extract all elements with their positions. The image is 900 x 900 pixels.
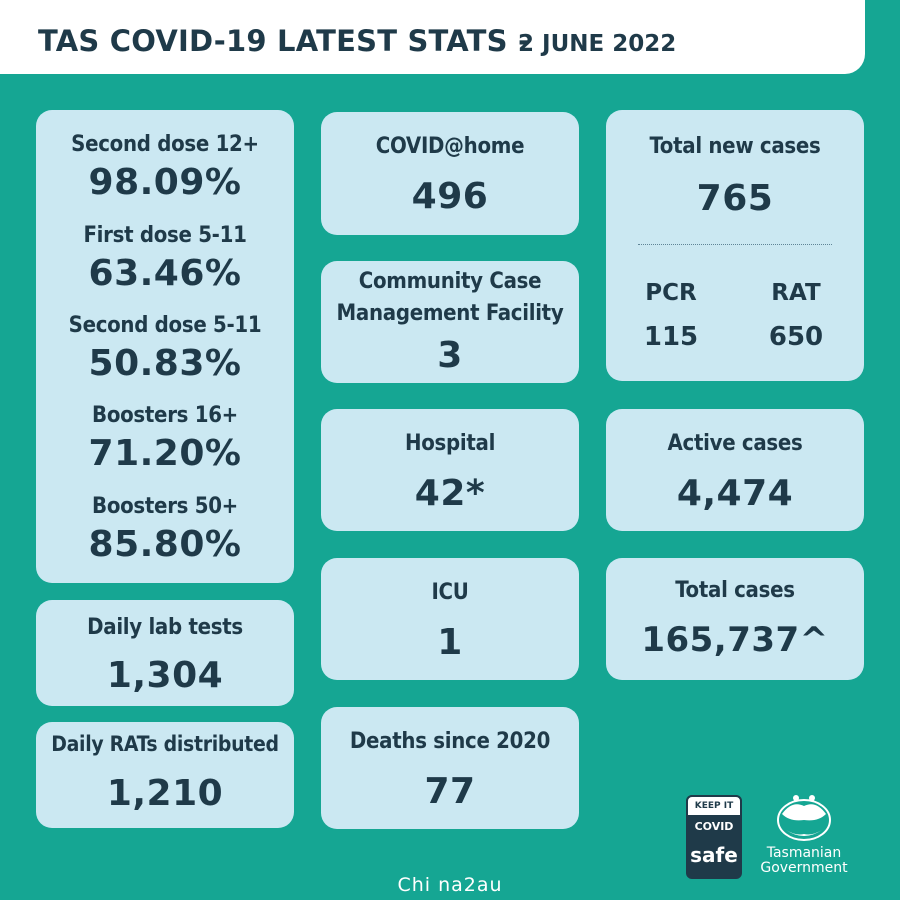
vax-second-dose-12-value: 98.09% <box>88 162 242 203</box>
total-cases-card: Total cases 165,737^ <box>606 558 864 680</box>
covid-safe-logo-bot: safe <box>690 843 738 867</box>
daily-lab-tests-label: Daily lab tests <box>87 615 243 640</box>
active-cases-label: Active cases <box>667 431 803 456</box>
ccmf-label-line2: Management Facility <box>336 301 564 326</box>
vax-boosters-16-label: Boosters 16+ <box>92 403 238 428</box>
icu-value: 1 <box>437 622 463 663</box>
covid-safe-logo-mid: COVID <box>694 820 734 833</box>
daily-rats-card: Daily RATs distributed 1,210 <box>36 722 294 828</box>
pcr-value: 115 <box>643 322 699 352</box>
daily-lab-tests-card: Daily lab tests 1,304 <box>36 600 294 706</box>
deaths-card: Deaths since 2020 77 <box>321 707 579 829</box>
hospital-card: Hospital 42* <box>321 409 579 531</box>
hospital-value: 42* <box>414 473 486 514</box>
active-cases-value: 4,474 <box>676 473 794 514</box>
vaccination-card: Second dose 12+ 98.09% First dose 5-11 6… <box>36 110 294 583</box>
total-cases-value: 165,737^ <box>641 620 829 660</box>
rat-value: 650 <box>768 322 824 352</box>
covid-safe-logo: KEEP IT COVID safe <box>686 795 742 879</box>
deaths-value: 77 <box>424 771 476 812</box>
ccmf-value: 3 <box>437 335 463 376</box>
tasmanian-devil-icon <box>777 795 831 841</box>
page-date: 2 JUNE 2022 <box>518 31 677 57</box>
total-new-cases-label: Total new cases <box>649 134 821 159</box>
header-banner: TAS COVID-19 LATEST STATS - 2 JUNE 2022 <box>0 0 865 74</box>
covid-at-home-card: COVID@home 496 <box>321 112 579 235</box>
vax-boosters-50-label: Boosters 50+ <box>92 494 238 519</box>
vax-second-dose-5-11-label: Second dose 5-11 <box>68 313 262 338</box>
pcr-label: PCR <box>645 280 697 306</box>
covid-safe-logo-top: KEEP IT <box>686 795 742 817</box>
deaths-label: Deaths since 2020 <box>349 729 551 754</box>
icu-card: ICU 1 <box>321 558 579 680</box>
total-new-cases-card: Total new cases 765 PCR 115 RAT 650 <box>606 110 864 381</box>
total-cases-label: Total cases <box>675 578 795 603</box>
total-new-cases-value: 765 <box>696 178 774 219</box>
covid-at-home-value: 496 <box>411 176 489 217</box>
vax-first-dose-5-11-value: 63.46% <box>88 253 242 294</box>
tasmanian-government-line2: Government <box>760 860 848 876</box>
covid-at-home-label: COVID@home <box>375 134 525 159</box>
watermark-text: Chi na2au <box>397 874 503 896</box>
vax-second-dose-12-label: Second dose 12+ <box>71 132 259 157</box>
vax-boosters-16-value: 71.20% <box>88 433 242 474</box>
icu-label: ICU <box>431 580 469 605</box>
tasmanian-government-line1: Tasmanian <box>766 845 842 861</box>
page-title: TAS COVID-19 LATEST STATS - <box>38 24 531 58</box>
ccmf-card: Community Case Management Facility 3 <box>321 261 579 383</box>
daily-lab-tests-value: 1,304 <box>106 655 224 696</box>
ccmf-label-line1: Community Case <box>358 269 542 294</box>
vax-first-dose-5-11-label: First dose 5-11 <box>83 223 247 248</box>
hospital-label: Hospital <box>404 431 496 456</box>
vax-boosters-50-value: 85.80% <box>88 524 242 565</box>
tasmanian-government-logo: Tasmanian Government <box>752 792 856 880</box>
daily-rats-label: Daily RATs distributed <box>51 732 279 756</box>
daily-rats-value: 1,210 <box>106 773 224 814</box>
total-new-cases-divider <box>638 244 832 245</box>
vax-second-dose-5-11-value: 50.83% <box>88 343 242 384</box>
active-cases-card: Active cases 4,474 <box>606 409 864 531</box>
rat-label: RAT <box>771 280 821 306</box>
